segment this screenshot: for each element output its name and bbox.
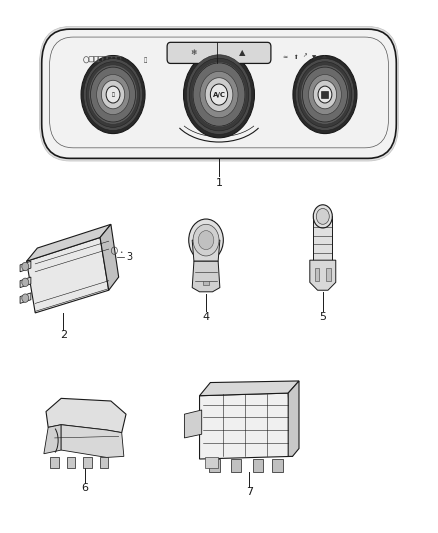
Circle shape [313,80,337,109]
Polygon shape [184,410,202,438]
Polygon shape [100,457,108,468]
Circle shape [303,67,347,122]
Text: 🚗: 🚗 [112,92,114,97]
Text: ▲: ▲ [239,49,245,58]
Bar [205,457,218,468]
Circle shape [192,62,246,127]
FancyBboxPatch shape [42,29,396,158]
Circle shape [205,78,233,111]
Text: 5: 5 [319,312,326,321]
Circle shape [298,62,352,127]
Circle shape [22,294,29,302]
Polygon shape [192,261,220,292]
Bar [315,268,319,281]
Circle shape [106,86,120,103]
Polygon shape [20,277,31,288]
FancyBboxPatch shape [167,42,271,63]
Polygon shape [253,459,263,472]
Text: ≈: ≈ [282,55,287,60]
Text: ⓢ: ⓢ [144,57,147,62]
Text: •: • [119,250,122,255]
Text: ↗: ↗ [302,53,307,58]
Polygon shape [50,457,59,468]
Circle shape [318,86,332,103]
Polygon shape [288,381,299,456]
Bar [202,281,209,285]
Circle shape [296,59,354,131]
Circle shape [86,62,140,127]
Polygon shape [27,224,111,261]
Circle shape [189,219,223,261]
Polygon shape [20,293,31,303]
Text: 4: 4 [202,312,210,321]
Circle shape [22,262,29,271]
Polygon shape [192,240,220,261]
Polygon shape [200,381,299,395]
Text: 7: 7 [246,487,253,497]
Circle shape [316,208,329,224]
Circle shape [210,84,228,105]
Polygon shape [27,238,109,313]
Polygon shape [272,459,283,472]
Polygon shape [209,459,220,472]
Circle shape [91,67,135,122]
Circle shape [81,55,145,134]
Circle shape [187,55,251,134]
Circle shape [189,58,249,131]
Polygon shape [46,398,126,433]
Text: 6: 6 [81,483,88,493]
Text: 2: 2 [60,330,67,340]
Circle shape [193,63,245,126]
Polygon shape [61,425,124,457]
Polygon shape [20,261,31,272]
Circle shape [300,65,349,124]
Polygon shape [44,425,61,454]
Text: 1: 1 [215,178,223,188]
Text: 3: 3 [126,252,132,262]
Text: ▼: ▼ [312,55,316,60]
Polygon shape [231,459,241,472]
Circle shape [184,51,254,138]
Circle shape [22,278,29,287]
Circle shape [97,75,130,115]
Circle shape [193,224,219,256]
Circle shape [101,80,125,109]
Polygon shape [310,260,336,290]
Text: ◆: ◆ [322,55,327,60]
FancyBboxPatch shape [39,27,399,161]
Circle shape [84,59,142,131]
Polygon shape [83,457,92,468]
Circle shape [200,71,238,118]
Circle shape [313,205,332,228]
Polygon shape [67,457,75,468]
Bar [326,268,331,281]
Polygon shape [100,224,119,290]
Polygon shape [313,216,332,261]
Text: A/C: A/C [212,92,226,98]
Text: ⬆: ⬆ [293,55,297,60]
Circle shape [89,65,138,124]
Polygon shape [200,393,293,459]
Circle shape [198,231,214,249]
Bar [321,91,328,98]
Circle shape [293,55,357,134]
Text: ❄: ❄ [190,49,196,58]
Circle shape [308,75,341,115]
